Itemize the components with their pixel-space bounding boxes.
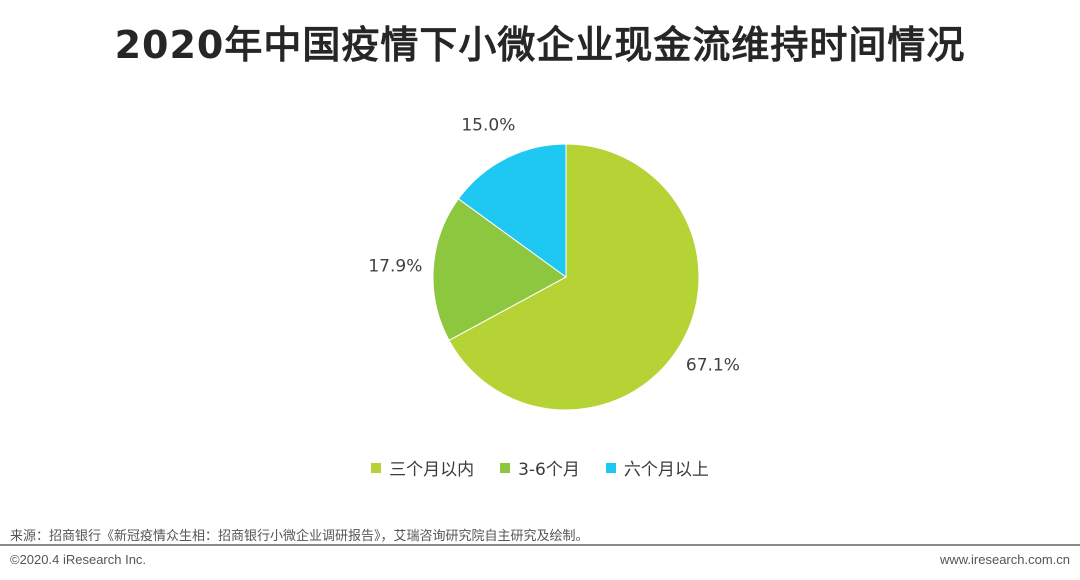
legend-swatch — [605, 462, 616, 473]
website-text: www.iresearch.com.cn — [939, 552, 1070, 567]
legend-label: 六个月以上 — [623, 460, 709, 480]
pie-slice-2 — [432, 198, 567, 342]
legend-item-3: 六个月以上 — [605, 455, 709, 480]
legend-label: 3-6个月 — [518, 460, 580, 480]
legend-swatch — [371, 462, 382, 473]
chart-title: 2020年中国疫情下小微企业现金流维持时间情况 — [114, 23, 966, 67]
copyright-text: ©2020.4 iResearch Inc. — [10, 552, 147, 567]
legend-item-2: 3-6个月 — [500, 455, 580, 480]
pie-slice-3 — [457, 143, 567, 278]
pie-slice-1 — [448, 143, 700, 411]
legend-label: 三个月以内 — [389, 460, 475, 480]
pie-chart: 67.1% 17.9% 15.0% — [368, 116, 740, 411]
source-note: 来源：招商银行《新冠疫情众生相：招商银行小微企业调研报告》，艾瑞咨询研究院自主研… — [10, 529, 589, 544]
legend-item-1: 三个月以内 — [371, 455, 474, 480]
footer-divider — [0, 544, 1080, 546]
chart-legend: 三个月以内 3-6个月 六个月以上 — [0, 455, 1080, 480]
data-label-2: 17.9% — [368, 257, 422, 277]
data-label-3: 15.0% — [461, 116, 515, 136]
legend-swatch — [500, 462, 511, 473]
data-label-1: 67.1% — [686, 356, 740, 376]
